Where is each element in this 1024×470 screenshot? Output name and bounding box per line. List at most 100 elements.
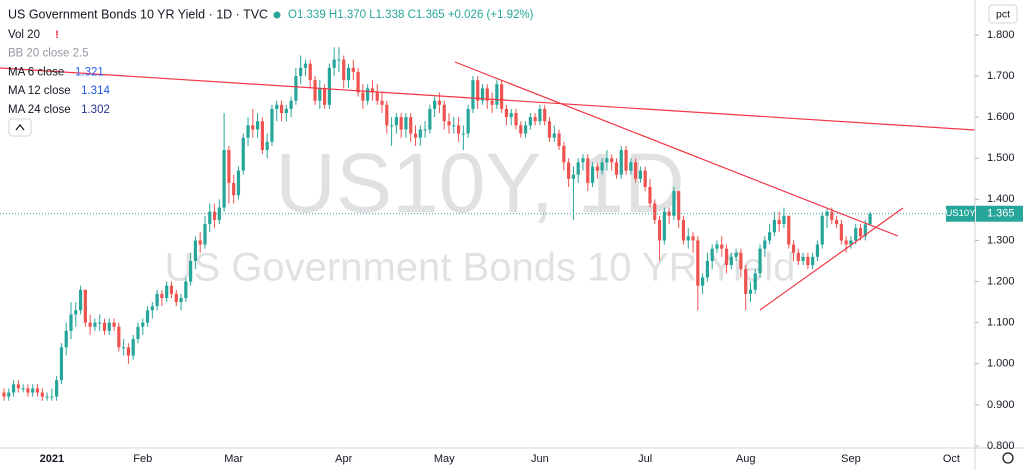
candle-body [657,219,662,241]
candle-body [78,289,83,311]
candle-body [141,322,145,327]
candle-body [289,100,293,109]
candle-body [476,80,480,101]
candle-body [820,215,824,245]
candle-body [64,330,68,348]
candle-body [361,92,365,101]
unit-button[interactable] [988,4,1018,24]
candle-body [610,158,614,163]
candle-body [662,211,666,241]
candle-body [107,322,111,331]
candle-body [45,396,49,398]
candle-body [50,396,54,398]
last-price-label: 1.365 [987,208,1015,220]
candle-body [356,71,360,93]
candle-body [710,248,714,261]
candle-body [346,67,351,81]
candle-body [763,240,767,249]
indicator-value: 1.321 [75,66,104,78]
candle-body [294,76,298,101]
candle-body [471,80,475,109]
candle-body [672,191,676,216]
watermark-group: US10Y, 1D US Government Bonds 10 YR Yiel… [165,136,796,289]
candle-body [758,248,762,274]
candle-body [136,326,140,340]
candle-body [500,84,504,109]
candle-body [691,236,695,241]
candle-body [495,84,499,105]
candle-body [571,174,576,179]
x-tick-label: Jul [638,453,652,465]
candle-body [126,347,131,356]
candle-body [686,236,690,241]
candle-body [83,289,87,323]
candle-body [787,215,791,245]
candle-body [586,158,590,183]
settings-icon[interactable] [1002,452,1014,464]
trend-lines [0,61,975,311]
y-tick-label: 0.800 [987,440,1015,452]
collapse-icon [15,124,25,131]
candle-body [232,182,236,196]
trend-line [759,207,904,311]
x-tick-label: Oct [943,453,960,465]
y-tick-label: 1.400 [987,193,1015,205]
candle-body [385,104,389,126]
candle-body [413,133,418,138]
candle-body [715,244,719,249]
candle-body [31,388,35,393]
candle-body [179,297,183,303]
candle-body [2,392,6,397]
legend: US Government Bonds 10 YR Yield · 1D · T… [8,4,1018,464]
candle-body [815,244,820,257]
candle-body [155,293,159,307]
candle-body [160,293,164,298]
candle-body [557,133,561,146]
trend-line [454,61,899,237]
candle-body [428,108,432,130]
candle-body [351,67,355,72]
candle-body [576,162,580,175]
candle-body [528,117,532,126]
candle-body [705,260,709,278]
candle-body [112,322,116,327]
candle-body [729,256,733,266]
candle-body [337,59,341,61]
plot-area [0,47,975,401]
candle-body [313,80,317,101]
indicator-name: MA 24 close [8,104,71,116]
candle-body [485,88,489,101]
candle-body [806,256,810,266]
candle-body [629,162,633,171]
candle-body [777,219,781,224]
candle-body [423,129,427,131]
y-tick-label: 1.000 [987,358,1015,370]
candle-body [696,240,700,286]
candle-body [35,388,40,393]
candle-body [858,228,863,237]
collapse-button[interactable] [8,118,32,137]
candle-body [342,59,346,81]
candle-body [619,150,623,175]
candle-body [279,104,284,114]
candle-body [366,88,370,101]
candle-body [69,314,73,331]
candle-body [753,273,757,290]
unit-label[interactable]: pct [996,8,1010,20]
candle-body [681,219,686,241]
x-tick-label: Feb [133,453,152,465]
indicator-name: MA 12 close [8,85,71,97]
candle-body [624,150,628,171]
candle-body [634,162,638,179]
candle-body [203,224,207,245]
candle-body [854,228,858,241]
watermark-subtitle: US Government Bonds 10 YR Yield [165,246,796,290]
candle-body [447,121,451,126]
candle-body [303,63,308,68]
candle-body [811,256,815,266]
candle-body [830,211,834,220]
trend-line [0,67,975,131]
candle-body [389,125,394,127]
